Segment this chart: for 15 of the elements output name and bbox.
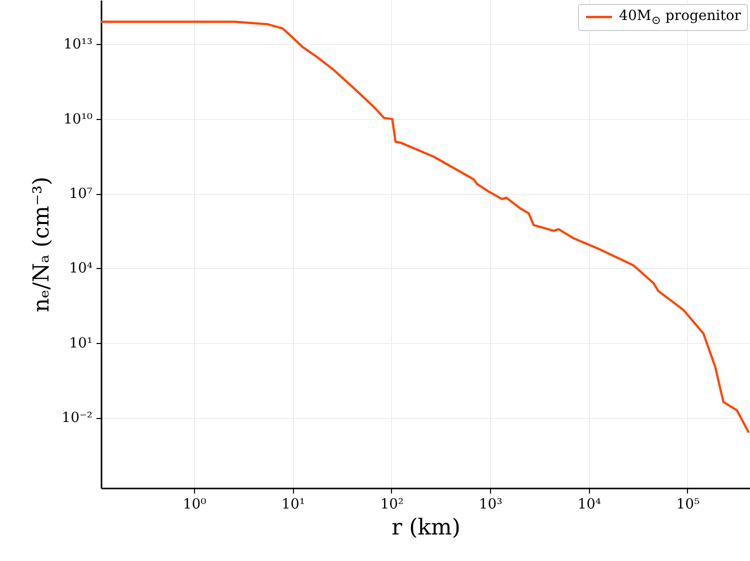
x-tick-label: 10⁰ [182,496,207,512]
x-axis-title: r (km) [392,516,460,540]
y-tick-label: 10⁻² [62,410,92,426]
y-axis-title: nₑ/Nₐ (cm⁻³) [30,176,55,312]
x-tick-label: 10⁴ [578,496,602,512]
y-tick-label: 10⁷ [69,186,93,202]
x-tick-label: 10⁵ [676,496,700,512]
y-tick-label: 10¹³ [63,36,92,53]
legend-label: 40M$_{⊙}$ progenitor [619,8,741,27]
y-tick-label: 10¹ [69,335,92,352]
y-tick-label: 10⁴ [69,260,93,277]
y-tick-label: 10¹⁰ [63,111,93,128]
x-tick-label: 10³ [478,496,502,512]
x-tick-label: 10² [380,496,404,512]
x-tick-label: 10¹ [282,496,305,512]
